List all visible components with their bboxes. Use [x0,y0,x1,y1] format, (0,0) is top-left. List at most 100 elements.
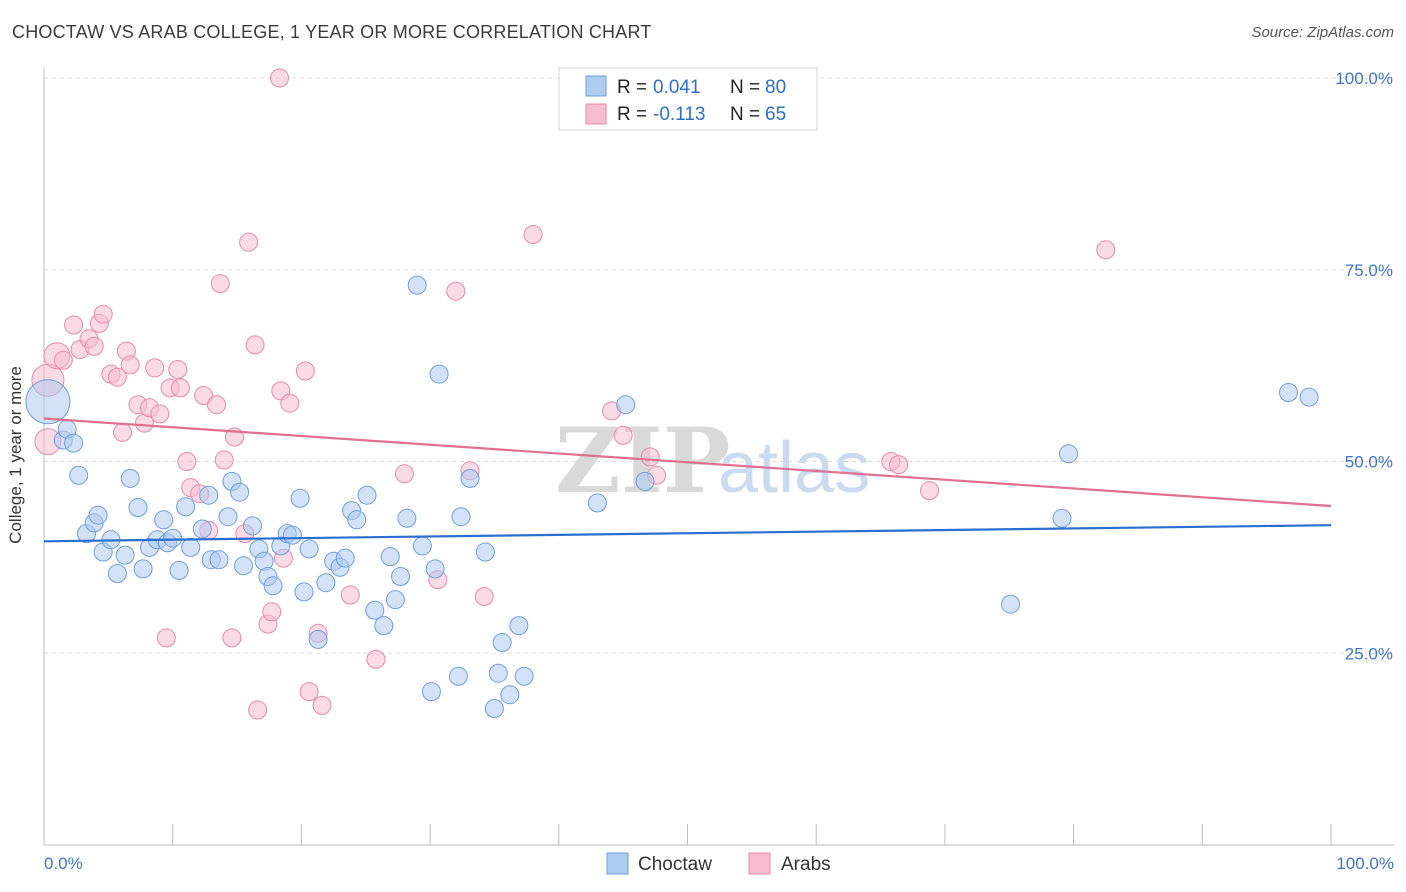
arabs-point-63 [1096,240,1116,260]
choctaw-point-60 [429,364,449,384]
choctaw-point-73 [635,471,655,491]
choctaw-point-14 [133,559,153,579]
arabs-point-24 [177,452,197,471]
arabs-point-31 [214,450,234,470]
chart-title: CHOCTAW VS ARAB COLLEGE, 1 YEAR OR MORE … [12,22,652,42]
arabs-point-35 [239,232,259,252]
choctaw-point-75 [1052,508,1072,528]
arabs-point-36 [245,335,265,355]
arabs-point-20 [156,628,176,648]
choctaw-point-23 [192,519,212,539]
choctaw-point-21 [176,497,196,517]
arabs-point-45 [299,682,319,702]
arabs-point-29 [207,395,226,415]
legend-r-value-choctaw: 0.041 [653,77,701,98]
choctaw-point-11 [115,545,135,565]
choctaw-point-17 [154,510,174,530]
arabs-trend-line [43,417,1332,508]
arabs-point-47 [312,695,332,715]
x-tick-label-min: 0.0% [44,854,83,873]
arabs-point-49 [366,649,386,669]
choctaw-point-41 [299,539,319,559]
choctaw-point-0 [25,379,71,425]
arabs-point-14 [120,355,140,375]
choctaw-point-12 [120,468,140,488]
choctaw-point-35 [263,576,283,596]
arabs-point-52 [446,281,466,301]
choctaw-point-66 [488,663,508,683]
arabs-point-39 [262,602,282,622]
arabs-point-23 [170,378,190,398]
arabs-point-30 [210,274,230,294]
choctaw-point-40 [294,582,314,602]
arabs-point-57 [613,425,633,445]
correlation-legend: R = 0.041 N = 80 R = -0.113 N = 65 [558,67,818,131]
choctaw-point-69 [509,616,529,636]
choctaw-point-55 [397,508,417,528]
choctaw-point-52 [380,547,400,567]
arabs-point-9 [93,304,113,324]
choctaw-point-49 [357,485,377,505]
choctaw-point-27 [218,507,238,527]
choctaw-point-51 [374,616,394,636]
choctaw-point-54 [391,567,410,586]
choctaw-point-71 [587,493,607,513]
legend-swatch-arabs [585,103,607,125]
legend-n-value-arabs: 65 [765,104,786,125]
choctaw-point-72 [616,395,636,415]
choctaw-point-10 [107,564,127,583]
choctaw-points [25,275,1319,718]
bottom-legend-swatch-arabs [748,852,771,875]
choctaw-point-56 [407,275,427,295]
arabs-point-4 [64,315,84,335]
x-tick-label-max: 100.0% [1336,854,1394,873]
arabs-point-18 [145,358,165,378]
choctaw-point-67 [492,633,512,652]
choctaw-point-57 [412,536,432,556]
arabs-point-19 [150,404,170,424]
choctaw-point-62 [451,507,471,527]
arabs-point-54 [474,587,494,606]
choctaw-point-50 [365,600,385,620]
arabs-point-43 [280,393,300,413]
legend-swatch-choctaw [585,75,607,97]
y-tick-label-50: 50.0% [1345,453,1393,472]
arabs-point-7 [84,336,104,356]
choctaw-point-65 [484,699,504,718]
source-label: Source: ZipAtlas.com [1251,24,1394,41]
trend-lines [43,417,1332,543]
choctaw-point-38 [282,525,302,545]
arabs-point-37 [248,700,268,720]
choctaw-point-68 [500,685,520,705]
legend-n-label-choctaw: N = [730,77,760,98]
arabs-point-58 [640,447,660,467]
arabs-point-12 [113,422,132,442]
arabs-point-32 [222,628,242,648]
y-tick-labels: 25.0% 50.0% 75.0% 100.0% [1335,69,1393,663]
choctaw-trend-line [43,524,1332,543]
choctaw-point-46 [335,548,355,568]
choctaw-point-3 [64,433,84,453]
choctaw-point-78 [1299,387,1319,407]
x-axis-ticks [172,824,1332,845]
y-tick-label-100: 100.0% [1335,69,1393,88]
choctaw-point-7 [88,505,108,525]
choctaw-point-20 [169,560,189,580]
choctaw-point-74 [1001,594,1020,614]
arabs-point-61 [889,455,909,475]
legend-r-label-arabs: R = [617,104,647,125]
choctaw-point-13 [128,498,148,517]
choctaw-point-29 [230,482,250,502]
arabs-point-62 [920,481,939,501]
choctaw-point-43 [316,573,336,593]
arabs-point-55 [523,225,543,244]
choctaw-point-4 [69,465,89,485]
choctaw-point-70 [514,666,534,686]
choctaw-point-30 [234,556,253,576]
series-legend: Choctaw Arabs [606,852,831,875]
legend-n-value-choctaw: 80 [765,77,786,98]
bottom-legend-swatch-choctaw [606,852,629,875]
arabs-point-48 [340,585,360,605]
legend-n-label-arabs: N = [730,104,760,125]
